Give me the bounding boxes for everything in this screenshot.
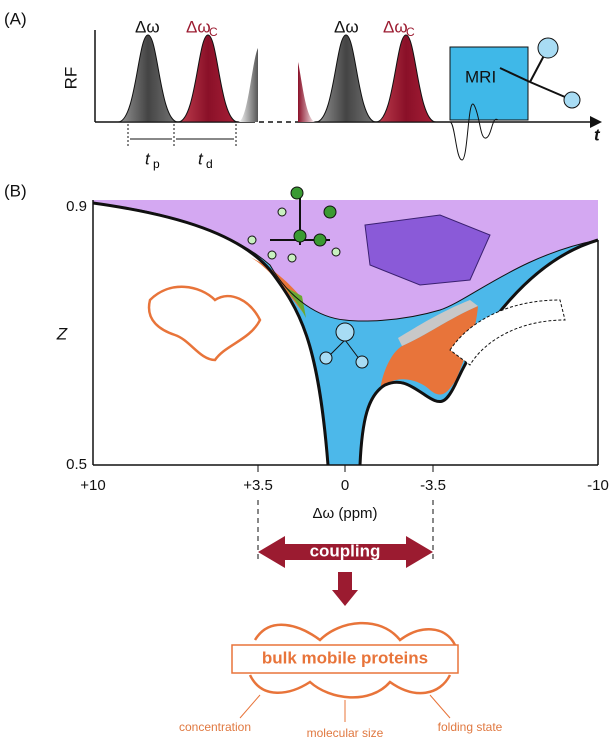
- tp-label: t: [145, 149, 151, 168]
- x-tick-label: 0: [341, 477, 349, 494]
- x-tick-label: +10: [80, 477, 105, 494]
- x-axis-label: t: [594, 125, 601, 144]
- y-tick-label: 0.9: [66, 198, 87, 215]
- y-axis-label: RF: [61, 67, 80, 90]
- pulse-label: Δω: [186, 17, 211, 36]
- box-label: bulk mobile proteins: [262, 648, 428, 667]
- td-label: t: [198, 149, 204, 168]
- figure: (A) RF Δω Δω C Δω Δω C t p t d MRI t (B)…: [0, 0, 613, 742]
- pulse-label: Δω: [135, 17, 160, 36]
- pulse-subscript: C: [406, 25, 415, 39]
- x-tick-label: +3.5: [243, 477, 273, 494]
- coupling-label: coupling: [310, 541, 381, 560]
- panel-label: (B): [4, 181, 27, 200]
- mri-label: MRI: [465, 67, 496, 86]
- coupling-arrows: [232, 500, 458, 722]
- x-tick-label: -10: [587, 477, 609, 494]
- y-tick-label: 0.5: [66, 456, 87, 473]
- y-axis-label: Z: [56, 324, 68, 343]
- x-tick-label: -3.5: [420, 477, 446, 494]
- tp-subscript: p: [153, 157, 160, 171]
- td-subscript: d: [206, 157, 213, 171]
- annotation: molecular size: [307, 726, 384, 740]
- pulses: [95, 30, 602, 160]
- annotation: concentration: [179, 720, 251, 734]
- pulse-label: Δω: [383, 17, 408, 36]
- pulse-label: Δω: [334, 17, 359, 36]
- x-axis-label: Δω (ppm): [312, 505, 377, 522]
- pulse-subscript: C: [209, 25, 218, 39]
- panel-label: (A): [4, 9, 27, 28]
- plot: [93, 187, 598, 472]
- annotation: folding state: [438, 720, 503, 734]
